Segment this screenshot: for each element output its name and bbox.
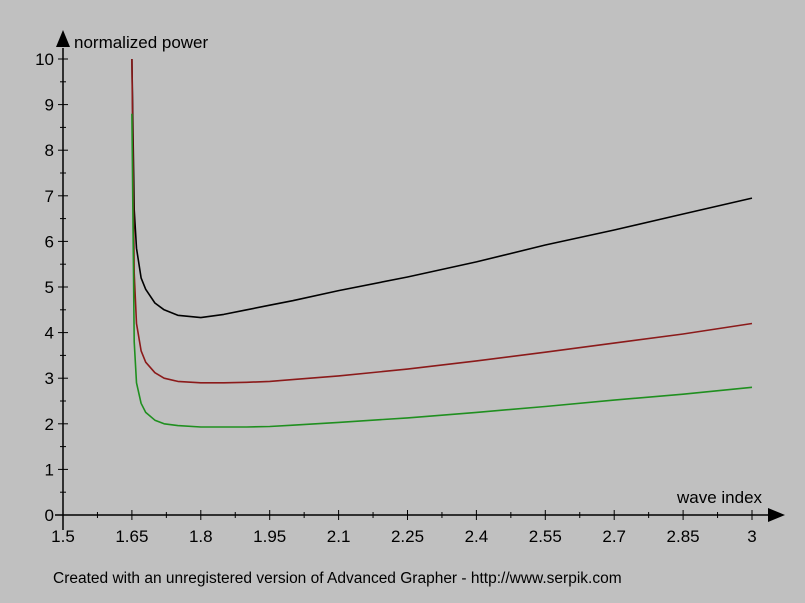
x-tick-label: 2.7 (602, 527, 626, 546)
series-group (132, 59, 752, 427)
y-tick-label: 8 (45, 141, 54, 160)
x-tick-label: 1.8 (189, 527, 213, 546)
series-line-1 (132, 59, 752, 318)
x-tick-label: 2.85 (667, 527, 700, 546)
y-tick-label: 6 (45, 232, 54, 251)
y-tick-label: 7 (45, 187, 54, 206)
x-tick-label: 2.25 (391, 527, 424, 546)
x-tick-label: 2.4 (465, 527, 489, 546)
footer-credit: Created with an unregistered version of … (53, 570, 622, 588)
y-tick-label: 4 (45, 324, 54, 343)
x-tick-label: 2.1 (327, 527, 351, 546)
y-tick-label: 2 (45, 415, 54, 434)
y-tick-label: 1 (45, 460, 54, 479)
x-tick-label: 3 (747, 527, 756, 546)
series-line-3 (132, 114, 752, 427)
x-tick-label: 1.95 (253, 527, 286, 546)
x-axis-label: wave index (676, 488, 763, 507)
axes (55, 30, 785, 530)
y-tick-label: 9 (45, 96, 54, 115)
x-axis-arrow (768, 508, 785, 522)
y-axis-arrow (56, 30, 70, 47)
x-tick-label: 1.65 (115, 527, 148, 546)
y-tick-label: 5 (45, 278, 54, 297)
y-tick-label: 10 (35, 50, 54, 69)
y-tick-label: 0 (45, 506, 54, 525)
series-line-2 (132, 59, 752, 383)
x-tick-label: 1.5 (51, 527, 75, 546)
y-tick-label: 3 (45, 369, 54, 388)
x-tick-label: 2.55 (529, 527, 562, 546)
y-axis-label: normalized power (74, 33, 209, 52)
